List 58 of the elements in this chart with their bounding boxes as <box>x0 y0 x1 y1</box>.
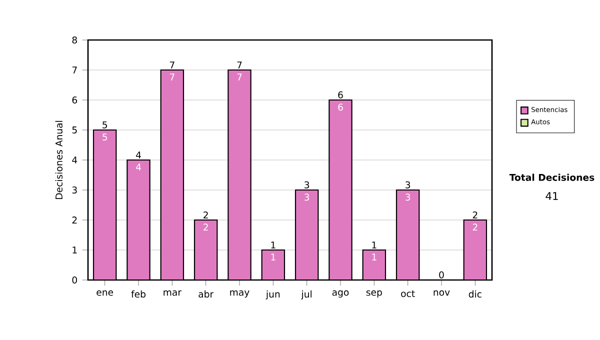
data-label: 6 <box>338 104 343 111</box>
data-label: 4 <box>136 164 141 170</box>
x-tick-label: jun <box>266 290 280 300</box>
total-label: 1 <box>372 242 376 248</box>
total-label: 2 <box>204 211 208 218</box>
y-axis-title: Decisiones Anual <box>55 120 62 199</box>
bar <box>160 70 184 280</box>
data-label: 1 <box>271 254 276 260</box>
bar <box>262 250 284 280</box>
total-label: 6 <box>338 91 343 98</box>
bar <box>94 130 116 280</box>
x-tick-label: ene <box>96 290 114 296</box>
bar <box>329 100 352 280</box>
data-label: 2 <box>472 224 478 231</box>
x-tick-label: dic <box>468 290 482 298</box>
y-tick-label: 8 <box>72 36 77 44</box>
data-label: 3 <box>304 194 310 201</box>
total-label: 5 <box>102 121 107 128</box>
x-tick-label: mar <box>164 290 182 296</box>
data-label: 3 <box>406 194 410 201</box>
total-label: 3 <box>304 181 310 188</box>
total-label: 1 <box>271 242 276 248</box>
x-tick-label: sep <box>366 290 382 298</box>
y-tick-label: 3 <box>72 186 77 194</box>
total-label: 7 <box>237 62 242 68</box>
bar <box>396 190 420 280</box>
x-tick-label: feb <box>131 290 146 298</box>
y-tick-label: 2 <box>72 216 77 224</box>
y-tick-label: 1 <box>72 246 77 254</box>
text: 41 <box>546 192 558 200</box>
x-tick-label: ago <box>332 290 349 298</box>
bar <box>127 160 150 280</box>
bar <box>362 250 386 280</box>
data-label: 7 <box>237 74 242 80</box>
y-tick-label: 6 <box>72 96 78 104</box>
bar <box>228 70 251 280</box>
data-label: 7 <box>170 74 174 80</box>
y-tick-label: 5 <box>72 126 77 134</box>
total-label: 4 <box>136 152 141 158</box>
data-label: 1 <box>372 254 376 260</box>
bar <box>296 190 318 280</box>
x-tick-label: nov <box>434 290 450 296</box>
x-tick-label: may <box>230 290 250 298</box>
total-label: 2 <box>472 211 478 218</box>
y-tick-label: 4 <box>72 156 78 164</box>
y-tick-label: 0 <box>72 276 77 284</box>
total-label: 3 <box>406 181 410 188</box>
data-label: 2 <box>204 224 208 231</box>
x-tick-label: abr <box>198 290 214 298</box>
x-tick-label: oct <box>401 290 415 298</box>
x-tick-label: jul <box>301 290 312 300</box>
data-label: 5 <box>102 134 107 141</box>
total-label: 7 <box>170 62 174 68</box>
total-label: 0 <box>439 271 444 278</box>
y-tick-label: 7 <box>72 66 77 74</box>
bar <box>194 220 218 280</box>
bar <box>463 219 488 280</box>
text: Total Decisiones <box>509 174 594 181</box>
